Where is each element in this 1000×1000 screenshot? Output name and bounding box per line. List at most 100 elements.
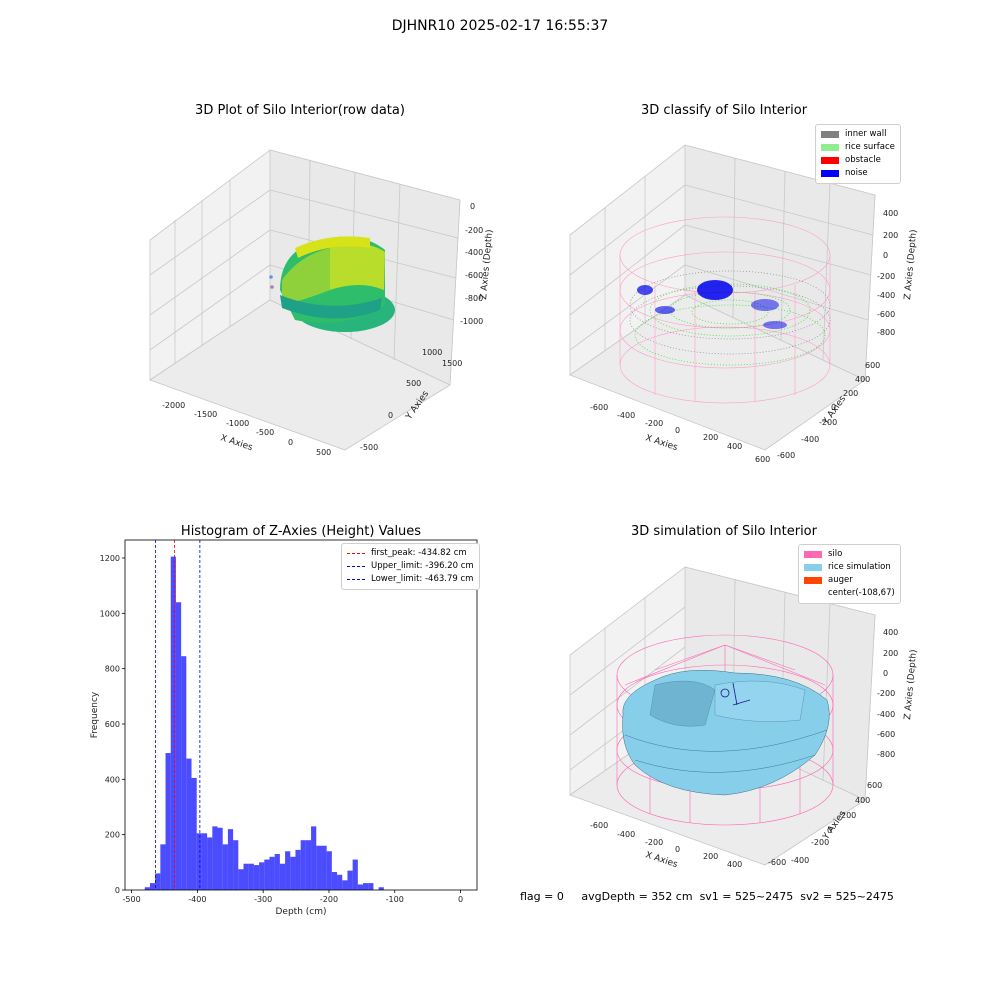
svg-text:-600: -600 [590, 821, 608, 830]
histogram-bar [378, 887, 384, 890]
svg-text:-800: -800 [877, 750, 895, 759]
legend-item-noise: noise [821, 167, 895, 180]
histogram-bar [227, 829, 234, 890]
histogram-bar [331, 872, 338, 890]
svg-text:200: 200 [703, 433, 718, 442]
svg-text:200: 200 [883, 649, 898, 658]
svg-text:0: 0 [827, 826, 832, 835]
y-tick-label: 600 [105, 720, 120, 729]
svg-text:-600: -600 [768, 858, 786, 867]
svg-text:0: 0 [470, 202, 475, 211]
svg-text:-400: -400 [877, 291, 895, 300]
histogram-legend: first_peak: -434.82 cm Upper_limit: -396… [341, 543, 480, 590]
svg-text:-400: -400 [877, 710, 895, 719]
raw-plot-title: 3D Plot of Silo Interior(row data) [195, 103, 405, 118]
raw-z-tick-labels: 0 -200 -400 -600 -800 -1000 [460, 202, 483, 326]
rice-simulation-surface [622, 670, 830, 796]
svg-text:-600: -600 [465, 271, 483, 280]
classify-y-tick-labels: -600 -400 -200 0 200 400 600 [777, 361, 880, 460]
svg-text:-200: -200 [465, 226, 483, 235]
histogram-bar [259, 862, 265, 890]
y-tick-label: 400 [105, 775, 120, 784]
simulation-x-tick-labels: -600 -400 -200 0 200 400 [590, 821, 742, 869]
simulation-z-tick-labels: 400 200 0 -200 -400 -600 -800 [877, 628, 898, 759]
svg-text:500: 500 [406, 379, 421, 388]
svg-text:600: 600 [755, 455, 770, 464]
svg-text:200: 200 [703, 852, 718, 861]
histogram-bar [165, 753, 171, 890]
svg-text:-600: -600 [777, 451, 795, 460]
svg-text:400: 400 [855, 796, 870, 805]
svg-text:-600: -600 [877, 310, 895, 319]
simulation-3d-plot: -600 -400 -200 0 200 400 X Axies -600 -4… [569, 566, 919, 870]
histogram-bar [243, 863, 249, 890]
simulation-x-axis-label: X Axies [644, 850, 679, 870]
histogram-bar [290, 856, 296, 890]
x-axis-label: Depth (cm) [275, 907, 326, 917]
svg-text:0: 0 [388, 411, 393, 420]
legend-item-obstacle: obstacle [821, 154, 895, 167]
histogram-bar [363, 883, 369, 890]
svg-text:-200: -200 [811, 838, 829, 847]
status-footer: flag = 0 avgDepth = 352 cm sv1 = 525~247… [520, 890, 894, 903]
legend-item-center: center(-108,67) [828, 588, 895, 598]
histogram-bar [279, 863, 286, 890]
legend-item-rice-simulation: rice simulation [804, 561, 895, 574]
histogram-bar [305, 840, 312, 890]
y-axis-label: Frequency [90, 691, 100, 738]
svg-text:-200: -200 [877, 272, 895, 281]
svg-text:-500: -500 [256, 428, 274, 437]
histogram-bar [342, 880, 348, 890]
histogram-bar [196, 833, 202, 890]
histogram-bar [311, 826, 317, 890]
histogram-bar [321, 845, 327, 890]
svg-text:0: 0 [883, 669, 888, 678]
histogram-bar [352, 859, 358, 890]
histogram-bar [368, 883, 374, 890]
histogram-bar [337, 874, 343, 890]
svg-text:400: 400 [855, 375, 870, 384]
svg-text:600: 600 [867, 781, 882, 790]
classify-legend: inner wall rice surface obstacle noise [815, 124, 901, 184]
histogram-bar [248, 863, 254, 890]
svg-text:400: 400 [727, 442, 742, 451]
histogram-bar [316, 845, 322, 890]
classify-z-axis-label: Z Axies (Depth) [903, 229, 919, 300]
histogram-bar [170, 556, 176, 890]
svg-text:-800: -800 [877, 328, 895, 337]
histogram-bar [149, 883, 156, 890]
y-tick-label: 0 [115, 886, 120, 895]
x-tick-label: -300 [254, 895, 272, 904]
histogram-bar [144, 887, 150, 890]
svg-text:400: 400 [883, 628, 898, 637]
noise-points [637, 280, 787, 329]
legend-item-lower-limit: Lower_limit: -463.79 cm [347, 573, 474, 586]
histogram-bar [207, 837, 213, 890]
svg-text:-600: -600 [590, 403, 608, 412]
svg-text:500: 500 [316, 448, 331, 457]
svg-text:-500: -500 [360, 443, 378, 452]
histogram-bar [300, 840, 306, 890]
histogram-bar [191, 777, 197, 890]
histogram-chart: -500 -400 -300 -200 -100 0 0 200 400 600 800 1000 12… [90, 539, 478, 917]
svg-text:-2000: -2000 [162, 401, 185, 410]
svg-text:-400: -400 [801, 435, 819, 444]
svg-text:0: 0 [883, 251, 888, 260]
figure-title: DJHNR10 2025-02-17 16:55:37 [391, 18, 609, 34]
simulation-plot-title: 3D simulation of Silo Interior [631, 524, 817, 539]
histogram-bar [295, 849, 301, 890]
inner-wall-points [629, 270, 831, 355]
legend-item-auger: auger [804, 574, 895, 587]
legend-item-upper-limit: Upper_limit: -396.20 cm [347, 560, 474, 573]
histogram-bar [357, 884, 364, 890]
svg-text:-200: -200 [819, 418, 837, 427]
histogram-bar [347, 870, 353, 890]
simulation-y-tick-labels: -600 -400 -200 0 200 400 600 [768, 781, 882, 867]
histogram-bar [222, 844, 228, 890]
histogram-bar [201, 833, 208, 890]
simulation-z-axis-label: Z Axies (Depth) [903, 649, 919, 720]
classify-x-axis-label: X Axies [644, 433, 679, 453]
y-tick-label: 1000 [100, 609, 120, 618]
histogram-bar [160, 844, 166, 890]
x-tick-label: -200 [320, 895, 338, 904]
